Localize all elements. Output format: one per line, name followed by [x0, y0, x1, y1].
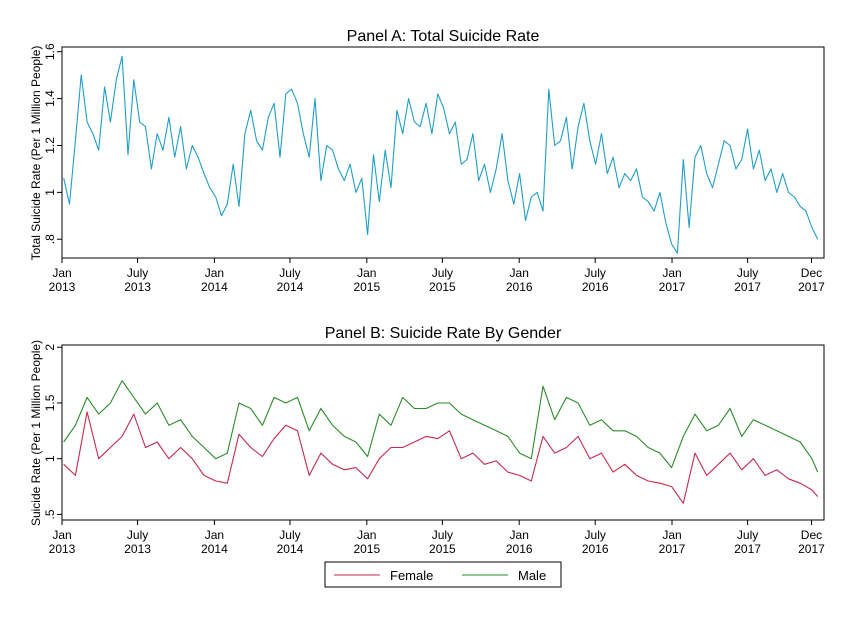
panel-a-x-tick-label-month: Dec [801, 266, 822, 280]
panel-a-x-tick-label-month: July [585, 266, 606, 280]
panel-a-x-tick-label-month: Jan [510, 266, 529, 280]
panel-b-x-tick-label-month: Jan [357, 528, 376, 542]
panel-a-y-axis-label: Total Suicide Rate (Per 1 Million People… [29, 46, 43, 261]
panel-a-x-tick-label-year: 2014 [277, 280, 304, 294]
panel-b-male-line [63, 380, 819, 473]
panel-a-x-tick-label-month: July [432, 266, 453, 280]
panel-a-x-tick-label-year: 2015 [429, 280, 456, 294]
panel-a-x-tick-label-year: 2017 [734, 280, 761, 294]
panel-b-x-tick-label-month: Jan [510, 528, 529, 542]
panel-a-plot: .811.21.41.6Jan2013July2013Jan2014July20… [43, 43, 825, 294]
panel-b-plot-frame [61, 344, 825, 521]
panel-b-x-tick-label-year: 2017 [734, 542, 761, 556]
panel-b-title: Panel B: Suicide Rate By Gender [325, 325, 562, 342]
panel-a-x-tick-label-month: Jan [662, 266, 681, 280]
panel-b-x-tick-label-month: Jan [662, 528, 681, 542]
panel-b-x-tick-label-month: July [737, 528, 758, 542]
panel-b-x-tick-label-year: 2017 [659, 542, 686, 556]
panel-b-x-tick-label-month: July [279, 528, 300, 542]
panel-a-x-tick-label-year: 2016 [506, 280, 533, 294]
panel-b-y-tick-label: 1.5 [43, 394, 57, 411]
panel-a-series-line [63, 55, 819, 254]
panel-a-y-tick-label: .8 [43, 234, 57, 244]
panel-a-x-tick-label-month: Jan [52, 266, 71, 280]
panel-a-y-tick-label: 1.2 [43, 137, 57, 154]
legend: Female Male [324, 561, 562, 588]
panel-a-x-tick-label-month: July [279, 266, 300, 280]
panel-a-y-tick-label: 1.4 [43, 90, 57, 107]
panel-b-female-line [63, 411, 819, 504]
panel-a-x-tick-label-year: 2017 [798, 280, 825, 294]
panel-b-x-tick-label-month: July [432, 528, 453, 542]
panel-a-x-tick-label-month: Jan [357, 266, 376, 280]
panel-b-x-tick-label-month: July [585, 528, 606, 542]
panel-b-x-tick-label-year: 2013 [49, 542, 76, 556]
panel-b-x-tick-label-year: 2015 [353, 542, 380, 556]
legend-female-label: Female [390, 568, 433, 583]
panel-b-x-tick-label-month: Jan [52, 528, 71, 542]
panel-b-x-tick-label-year: 2014 [201, 542, 228, 556]
panel-a-title: Panel A: Total Suicide Rate [347, 28, 540, 45]
panel-b-y-tick-label: 1 [43, 455, 57, 462]
panel-a-x-tick-label-month: July [127, 266, 148, 280]
panel-b-x-tick-label-year: 2017 [798, 542, 825, 556]
panel-a-x-tick-label-year: 2017 [659, 280, 686, 294]
panel-b-x-tick-label-year: 2015 [429, 542, 456, 556]
panel-a-x-tick-label-year: 2014 [201, 280, 228, 294]
panel-b-x-tick-label-month: July [127, 528, 148, 542]
panel-b-y-axis-label: Suicide Rate (Per 1 Million People) [29, 340, 43, 526]
panel-b-x-tick-label-month: Dec [801, 528, 822, 542]
panel-a-x-tick-label-year: 2013 [124, 280, 151, 294]
panel-b: Panel B: Suicide Rate By Gender Suicide … [29, 325, 825, 556]
panel-b-y-tick-label: 2 [43, 344, 57, 351]
panel-a-y-tick-label: 1.6 [43, 43, 57, 60]
panel-a-x-tick-label-month: Jan [205, 266, 224, 280]
panel-b-x-tick-label-year: 2016 [506, 542, 533, 556]
panel-a-plot-frame [61, 46, 825, 259]
panel-b-x-tick-label-year: 2016 [582, 542, 609, 556]
panel-a-x-tick-label-year: 2013 [49, 280, 76, 294]
panel-a-y-tick-label: 1 [43, 189, 57, 196]
panel-b-x-tick-label-month: Jan [205, 528, 224, 542]
panel-b-x-tick-label-year: 2013 [124, 542, 151, 556]
panel-b-x-tick-label-year: 2014 [277, 542, 304, 556]
panel-a-x-tick-label-month: July [737, 266, 758, 280]
panel-a: Panel A: Total Suicide Rate Total Suicid… [29, 28, 825, 294]
panel-b-plot: .511.52Jan2013July2013Jan2014July2014Jan… [43, 344, 825, 556]
legend-male-label: Male [518, 568, 546, 583]
panel-b-y-tick-label: .5 [43, 509, 57, 519]
panel-a-x-tick-label-year: 2016 [582, 280, 609, 294]
panel-a-x-tick-label-year: 2015 [353, 280, 380, 294]
